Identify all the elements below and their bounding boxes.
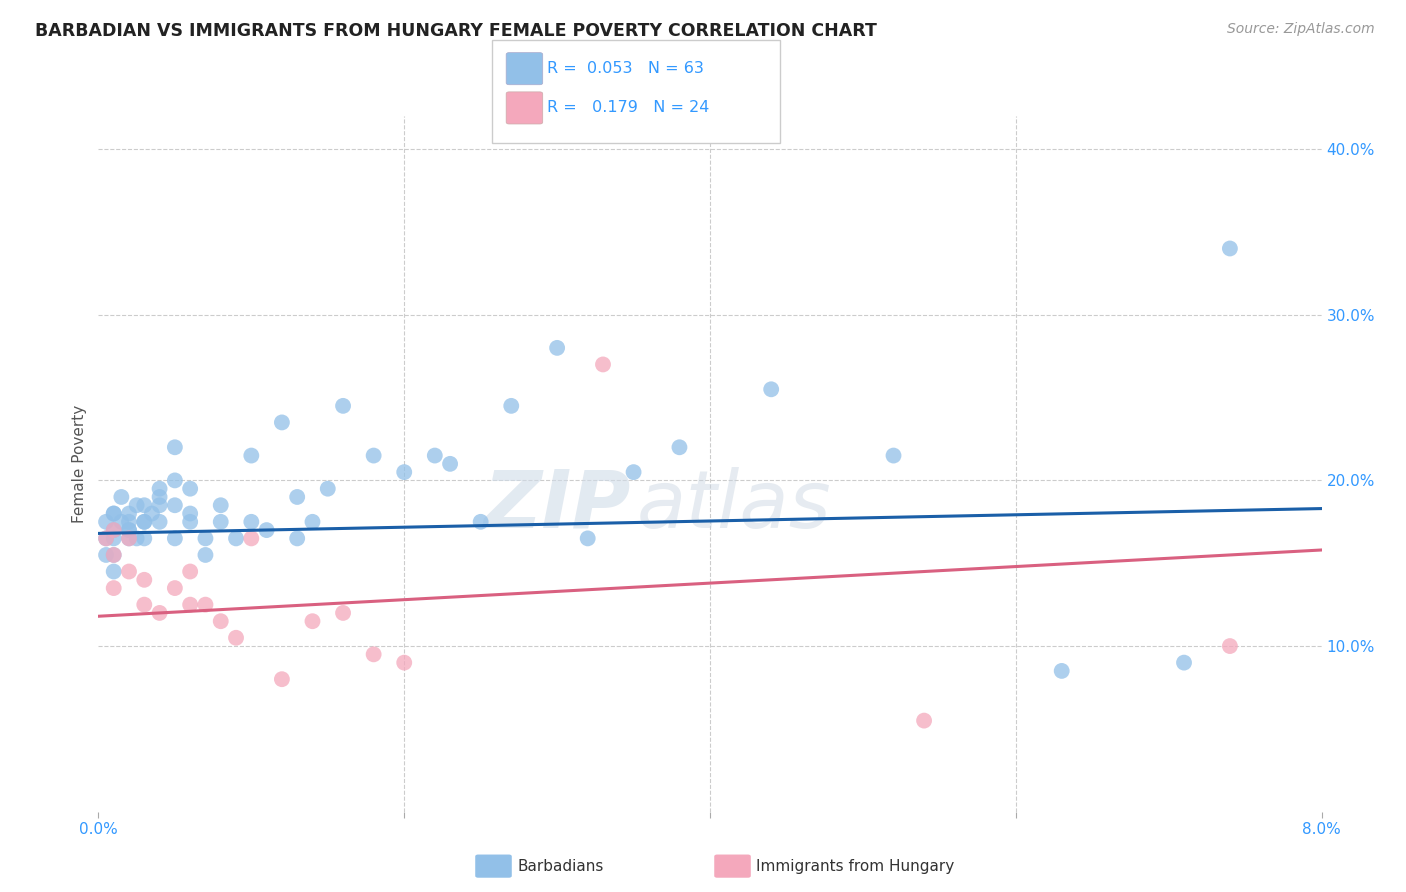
Text: Source: ZipAtlas.com: Source: ZipAtlas.com [1227, 22, 1375, 37]
Point [209, 498, 232, 512]
Point [118, 523, 141, 537]
Point [576, 532, 599, 546]
Point [883, 449, 905, 463]
Point [501, 399, 523, 413]
Point [240, 515, 263, 529]
Y-axis label: Female Poverty: Female Poverty [72, 405, 87, 523]
Point [94, 532, 117, 546]
Point [110, 490, 132, 504]
Point [103, 507, 125, 521]
Point [118, 532, 141, 546]
Point [103, 523, 125, 537]
Point [392, 656, 416, 670]
Point [94, 515, 117, 529]
Point [141, 507, 163, 521]
Point [194, 548, 217, 562]
Point [118, 507, 141, 521]
Point [623, 465, 645, 479]
Point [301, 614, 323, 628]
Point [439, 457, 461, 471]
Point [363, 648, 385, 662]
Point [240, 532, 263, 546]
Point [363, 449, 385, 463]
Point [392, 465, 416, 479]
Text: BARBADIAN VS IMMIGRANTS FROM HUNGARY FEMALE POVERTY CORRELATION CHART: BARBADIAN VS IMMIGRANTS FROM HUNGARY FEM… [35, 22, 877, 40]
Point [94, 532, 117, 546]
Point [103, 565, 125, 579]
Point [179, 565, 201, 579]
Point [470, 515, 492, 529]
Point [103, 548, 125, 562]
Text: Immigrants from Hungary: Immigrants from Hungary [756, 859, 955, 873]
Point [1173, 656, 1195, 670]
Point [225, 532, 247, 546]
Point [179, 515, 201, 529]
Point [149, 515, 172, 529]
Text: ZIP: ZIP [484, 467, 630, 545]
Point [912, 714, 935, 728]
Point [125, 498, 148, 512]
Point [103, 581, 125, 595]
Point [316, 482, 339, 496]
Point [194, 532, 217, 546]
Point [332, 399, 354, 413]
Point [118, 532, 141, 546]
Point [103, 523, 125, 537]
Point [225, 631, 247, 645]
Point [270, 416, 294, 430]
Text: Barbadians: Barbadians [517, 859, 603, 873]
Point [270, 672, 294, 686]
Text: R =  0.053   N = 63: R = 0.053 N = 63 [547, 62, 704, 76]
Point [179, 507, 201, 521]
Point [668, 440, 690, 454]
Point [194, 598, 217, 612]
Point [118, 515, 141, 529]
Point [163, 440, 186, 454]
Point [163, 532, 186, 546]
Point [759, 382, 782, 396]
Point [1219, 639, 1241, 653]
Point [163, 498, 186, 512]
Point [103, 507, 125, 521]
Point [1219, 242, 1241, 256]
Point [285, 532, 308, 546]
Point [103, 548, 125, 562]
Point [118, 523, 141, 537]
Point [134, 598, 156, 612]
Point [209, 614, 232, 628]
Point [149, 606, 172, 620]
Point [94, 548, 117, 562]
Point [546, 341, 568, 355]
Point [423, 449, 446, 463]
Text: atlas: atlas [637, 467, 831, 545]
Point [1050, 664, 1073, 678]
Point [209, 515, 232, 529]
Point [134, 498, 156, 512]
Point [149, 490, 172, 504]
Point [103, 532, 125, 546]
Point [256, 523, 278, 537]
Point [110, 515, 132, 529]
Point [125, 532, 148, 546]
Point [149, 498, 172, 512]
Point [163, 474, 186, 488]
Point [240, 449, 263, 463]
Point [149, 482, 172, 496]
Point [179, 482, 201, 496]
Point [179, 598, 201, 612]
Point [134, 532, 156, 546]
Point [301, 515, 323, 529]
Point [163, 581, 186, 595]
Point [134, 573, 156, 587]
Point [134, 515, 156, 529]
Text: R =   0.179   N = 24: R = 0.179 N = 24 [547, 101, 709, 115]
Point [285, 490, 308, 504]
Point [118, 565, 141, 579]
Point [592, 358, 614, 372]
Point [134, 515, 156, 529]
Point [332, 606, 354, 620]
